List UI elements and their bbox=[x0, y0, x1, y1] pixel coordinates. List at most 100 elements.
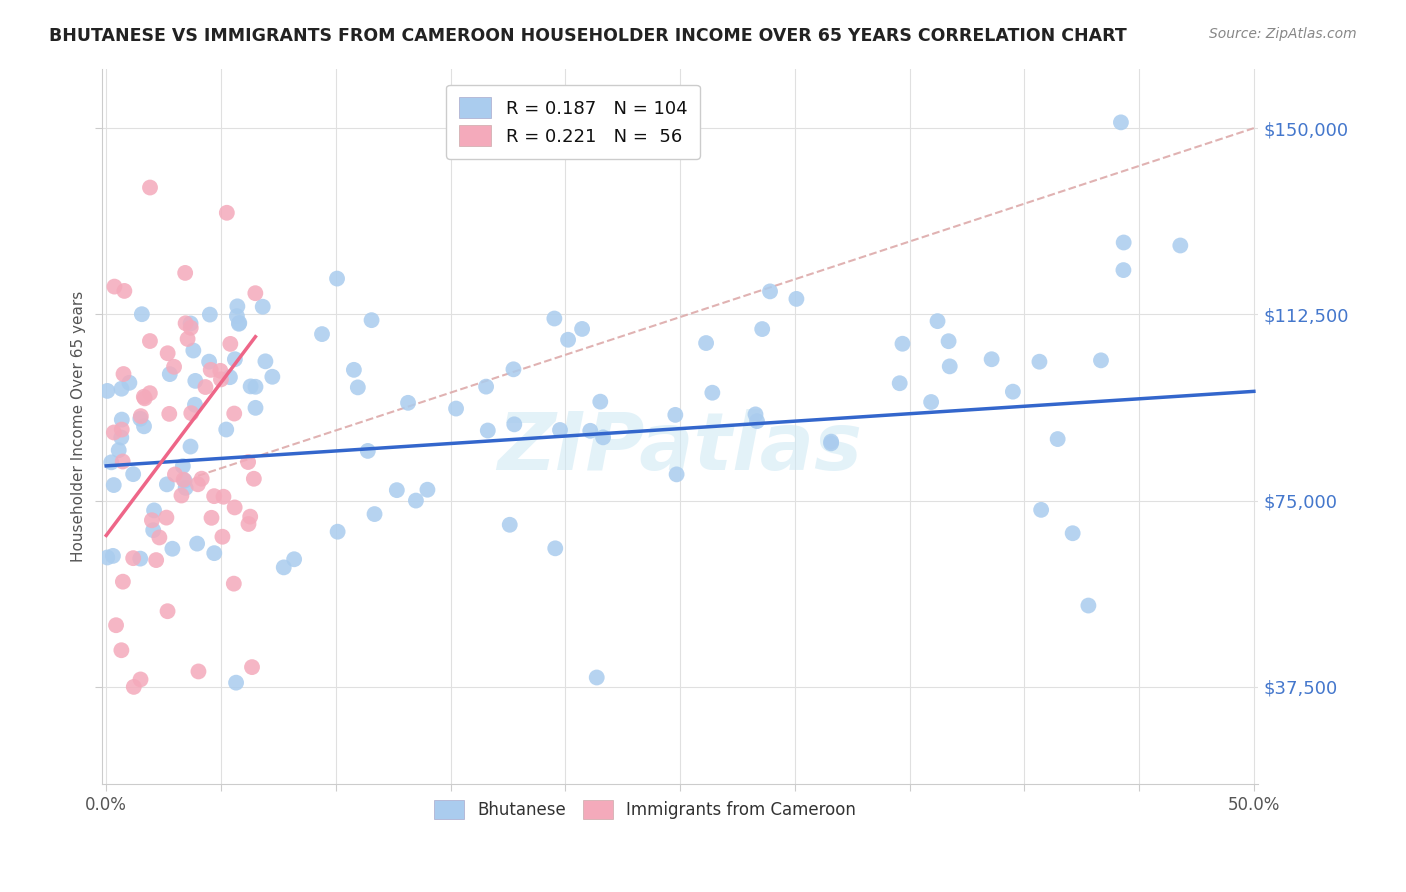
Point bbox=[187, 665, 209, 679]
Point bbox=[579, 424, 602, 438]
Point bbox=[745, 414, 768, 428]
Point bbox=[122, 551, 145, 566]
Point bbox=[820, 434, 842, 449]
Point bbox=[1077, 599, 1099, 613]
Point bbox=[129, 411, 152, 425]
Point bbox=[103, 279, 125, 293]
Point bbox=[180, 317, 202, 331]
Point bbox=[163, 467, 186, 482]
Point bbox=[311, 327, 333, 342]
Point bbox=[357, 444, 380, 458]
Point bbox=[209, 372, 232, 386]
Point bbox=[224, 500, 246, 515]
Point bbox=[202, 546, 225, 560]
Point bbox=[1001, 384, 1024, 399]
Point bbox=[1112, 263, 1135, 277]
Point bbox=[477, 424, 499, 438]
Point bbox=[190, 472, 212, 486]
Point bbox=[751, 322, 773, 336]
Point bbox=[262, 369, 284, 384]
Point bbox=[1109, 115, 1132, 129]
Point bbox=[96, 384, 118, 398]
Point bbox=[224, 352, 246, 367]
Point bbox=[1029, 503, 1052, 517]
Point bbox=[184, 398, 207, 412]
Point bbox=[592, 430, 614, 444]
Point bbox=[503, 417, 526, 432]
Point bbox=[1062, 526, 1084, 541]
Point bbox=[1168, 238, 1191, 252]
Point bbox=[215, 206, 238, 220]
Point bbox=[194, 380, 217, 394]
Point bbox=[111, 454, 134, 468]
Point bbox=[557, 333, 579, 347]
Point bbox=[111, 423, 134, 437]
Point bbox=[129, 673, 152, 687]
Point bbox=[980, 352, 1002, 367]
Point bbox=[1028, 355, 1050, 369]
Point bbox=[139, 180, 162, 194]
Point bbox=[1090, 353, 1112, 368]
Point bbox=[416, 483, 439, 497]
Point bbox=[589, 394, 612, 409]
Point bbox=[1112, 235, 1135, 250]
Point bbox=[444, 401, 467, 416]
Point bbox=[759, 285, 782, 299]
Point bbox=[142, 523, 165, 537]
Point bbox=[543, 311, 565, 326]
Point bbox=[326, 524, 349, 539]
Point bbox=[396, 396, 419, 410]
Point bbox=[103, 478, 125, 492]
Point bbox=[211, 530, 233, 544]
Point bbox=[273, 560, 295, 574]
Point bbox=[156, 346, 179, 360]
Point bbox=[363, 507, 385, 521]
Point bbox=[226, 309, 249, 323]
Point bbox=[927, 314, 949, 328]
Point bbox=[173, 474, 195, 488]
Point bbox=[141, 513, 163, 527]
Point bbox=[343, 363, 366, 377]
Point bbox=[548, 423, 571, 437]
Point bbox=[938, 334, 960, 349]
Point bbox=[129, 551, 152, 566]
Point bbox=[186, 536, 208, 550]
Point bbox=[173, 473, 195, 487]
Point bbox=[499, 517, 522, 532]
Point bbox=[544, 541, 567, 556]
Point bbox=[222, 576, 245, 591]
Point bbox=[254, 354, 277, 368]
Point bbox=[243, 472, 266, 486]
Point bbox=[134, 392, 156, 406]
Point bbox=[245, 380, 267, 394]
Point bbox=[326, 271, 349, 285]
Point bbox=[100, 455, 122, 469]
Point bbox=[131, 307, 153, 321]
Point bbox=[215, 423, 238, 437]
Point bbox=[225, 675, 247, 690]
Point bbox=[1046, 432, 1069, 446]
Point bbox=[139, 334, 162, 348]
Point bbox=[174, 316, 197, 330]
Point bbox=[155, 510, 177, 524]
Point bbox=[283, 552, 305, 566]
Point bbox=[111, 412, 134, 426]
Point bbox=[183, 343, 205, 358]
Point bbox=[475, 379, 498, 393]
Point bbox=[174, 266, 197, 280]
Point bbox=[184, 374, 207, 388]
Point bbox=[139, 386, 162, 401]
Point bbox=[209, 364, 232, 378]
Point bbox=[187, 477, 209, 491]
Point bbox=[112, 284, 135, 298]
Point bbox=[202, 489, 225, 503]
Point bbox=[96, 550, 118, 565]
Point bbox=[200, 363, 222, 377]
Point bbox=[110, 431, 132, 445]
Text: ZIPatlas: ZIPatlas bbox=[498, 409, 862, 486]
Point bbox=[122, 680, 145, 694]
Point bbox=[118, 376, 141, 390]
Point bbox=[571, 322, 593, 336]
Point bbox=[920, 395, 942, 409]
Point bbox=[744, 408, 766, 422]
